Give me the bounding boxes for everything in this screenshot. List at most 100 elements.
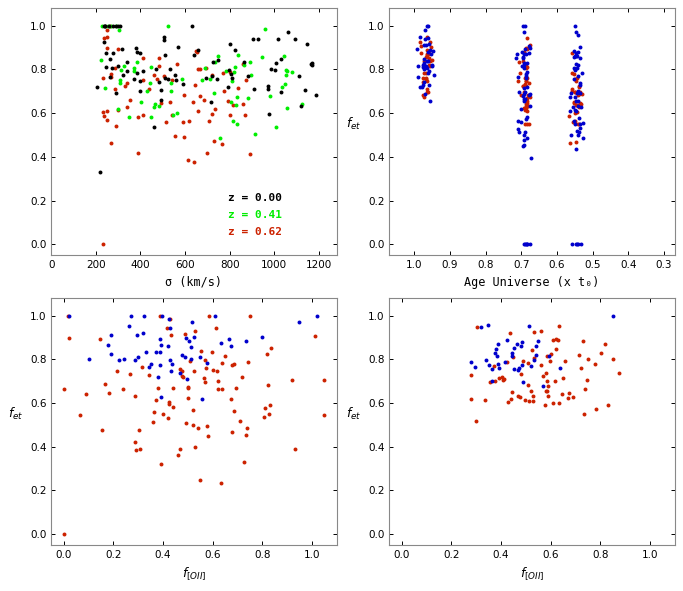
Point xyxy=(421,73,432,83)
Point xyxy=(311,311,322,320)
Point xyxy=(124,322,135,331)
Point xyxy=(548,398,559,408)
Point xyxy=(122,66,133,76)
Point xyxy=(525,102,536,111)
Point xyxy=(141,86,152,96)
Point xyxy=(193,65,204,74)
Y-axis label: $f_{et}$: $f_{et}$ xyxy=(346,405,362,422)
Point xyxy=(210,324,221,333)
X-axis label: Age Universe (x t₀): Age Universe (x t₀) xyxy=(464,275,600,288)
Point xyxy=(426,60,437,70)
Point xyxy=(569,46,580,56)
Point xyxy=(572,91,583,100)
Point xyxy=(546,349,557,358)
Point xyxy=(208,88,219,98)
Point xyxy=(125,311,136,320)
Point xyxy=(466,371,477,380)
Point xyxy=(543,391,554,401)
Point xyxy=(515,392,526,401)
Point xyxy=(174,444,185,454)
Point xyxy=(206,347,217,356)
Point xyxy=(187,405,198,414)
Point xyxy=(570,106,581,115)
Point xyxy=(260,24,270,33)
Point xyxy=(167,110,178,119)
Point xyxy=(570,21,581,31)
Point xyxy=(574,53,585,63)
Point xyxy=(226,97,237,106)
Point xyxy=(565,106,576,116)
Point xyxy=(287,67,298,77)
Point xyxy=(113,21,124,31)
Point xyxy=(520,73,531,83)
Point xyxy=(550,335,561,344)
Point xyxy=(419,57,430,66)
Point xyxy=(520,115,531,124)
Point xyxy=(232,50,243,60)
Point xyxy=(96,426,107,435)
Point xyxy=(177,79,188,89)
Point xyxy=(574,119,585,129)
Point xyxy=(607,311,618,320)
Point xyxy=(423,61,434,70)
Point xyxy=(107,48,118,57)
Point xyxy=(281,67,292,76)
Point xyxy=(117,385,128,394)
Point xyxy=(569,97,580,106)
Point xyxy=(105,21,116,31)
Point xyxy=(155,360,166,369)
Point xyxy=(414,37,425,47)
Point xyxy=(195,64,206,74)
Point xyxy=(574,98,585,108)
Point xyxy=(507,352,518,361)
Point xyxy=(490,345,501,354)
Point xyxy=(421,46,432,55)
Point xyxy=(571,239,582,249)
Point xyxy=(128,74,139,83)
Point xyxy=(513,116,524,126)
Point xyxy=(106,330,117,340)
Point xyxy=(512,339,522,349)
Point xyxy=(58,530,69,539)
Text: z = 0.41: z = 0.41 xyxy=(228,210,282,220)
Point xyxy=(424,56,435,66)
Point xyxy=(154,334,165,343)
Point xyxy=(132,330,143,340)
Point xyxy=(520,128,531,137)
Point xyxy=(417,90,428,99)
Point xyxy=(138,66,149,76)
Point xyxy=(119,354,130,363)
Point xyxy=(485,378,496,387)
Point xyxy=(572,63,583,73)
Point xyxy=(167,110,178,119)
Point xyxy=(164,400,175,409)
Point xyxy=(521,67,532,77)
Point xyxy=(519,141,530,150)
Point xyxy=(562,394,573,403)
Point xyxy=(83,355,94,364)
Point xyxy=(189,333,199,342)
Point xyxy=(228,100,239,110)
Point xyxy=(570,119,581,129)
Point xyxy=(517,356,528,366)
Point xyxy=(578,133,589,142)
Point xyxy=(212,376,223,385)
Point xyxy=(230,100,241,110)
Point xyxy=(205,74,216,84)
Point xyxy=(216,358,227,368)
Point xyxy=(148,417,158,427)
Point xyxy=(206,70,217,79)
Point xyxy=(425,49,436,59)
Point xyxy=(182,155,193,165)
Point xyxy=(189,442,200,452)
Point xyxy=(415,48,426,58)
Point xyxy=(570,60,581,69)
Point xyxy=(507,348,518,358)
Point xyxy=(106,73,117,82)
Point xyxy=(522,239,533,249)
Point xyxy=(557,389,568,399)
Point xyxy=(306,59,317,69)
Point xyxy=(553,399,564,408)
Point xyxy=(234,417,245,426)
Point xyxy=(240,76,251,85)
